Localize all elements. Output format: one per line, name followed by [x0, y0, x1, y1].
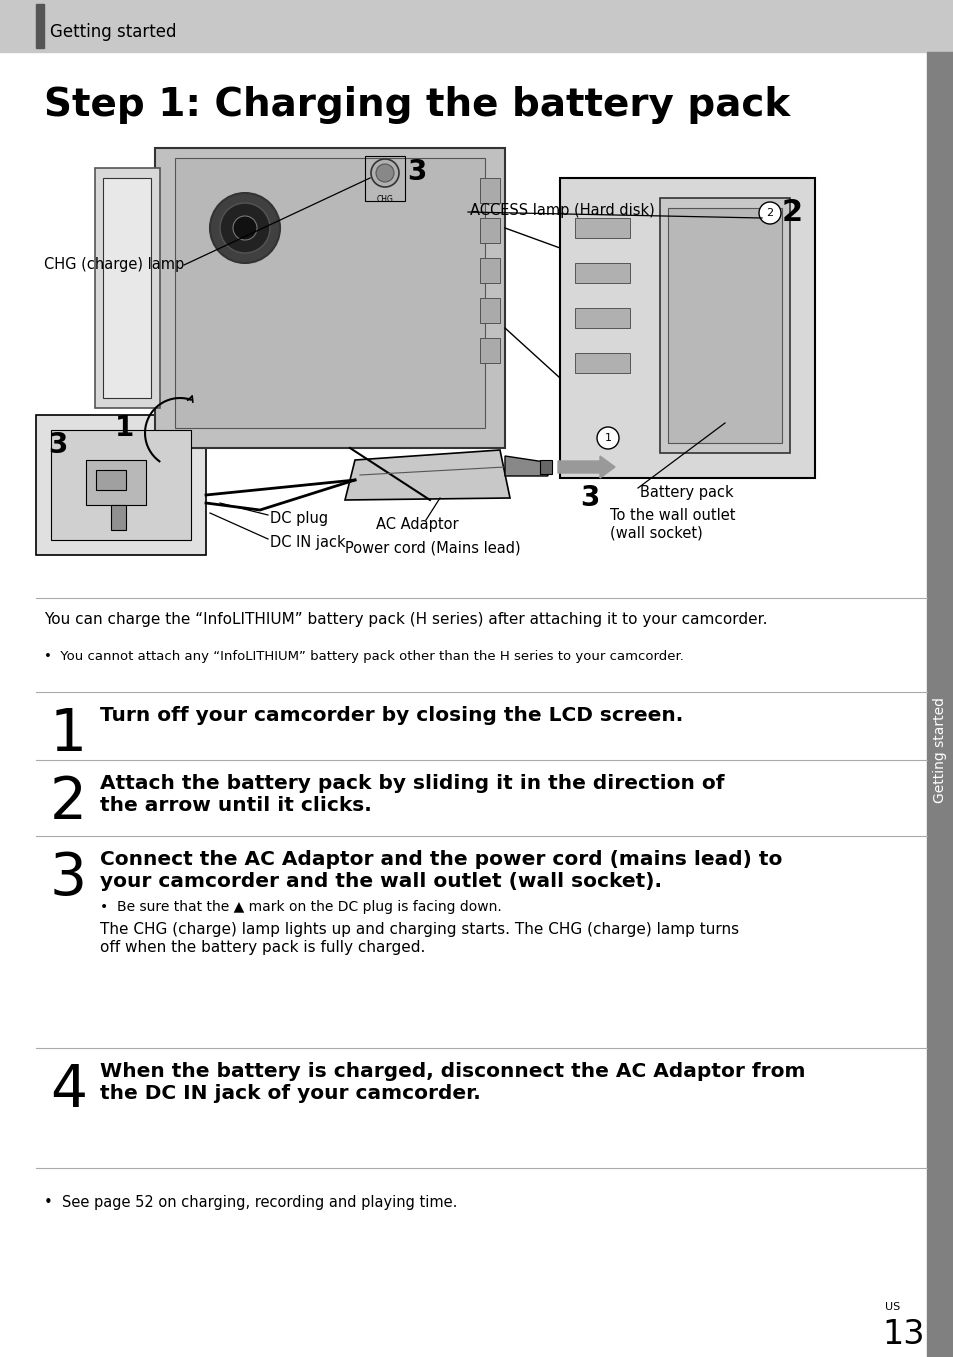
Bar [575, 263, 629, 284]
Text: ACCESS lamp (Hard disk): ACCESS lamp (Hard disk) [470, 202, 654, 217]
Bar [174, 157, 484, 427]
Text: •  See page 52 on charging, recording and playing time.: • See page 52 on charging, recording and… [44, 1196, 456, 1210]
Polygon shape [504, 456, 547, 476]
Text: 2: 2 [765, 208, 773, 218]
Text: •  You cannot attach any “InfoLITHIUM” battery pack other than the H series to y: • You cannot attach any “InfoLITHIUM” ba… [44, 650, 683, 664]
Text: The CHG (charge) lamp lights up and charging starts. The CHG (charge) lamp turns: The CHG (charge) lamp lights up and char… [100, 921, 739, 936]
Text: •  Be sure that the ▲ mark on the DC plug is facing down.: • Be sure that the ▲ mark on the DC plug… [100, 900, 501, 915]
Text: 3: 3 [49, 432, 68, 459]
Text: You can charge the “InfoLITHIUM” battery pack (H series) after attaching it to y: You can charge the “InfoLITHIUM” battery… [44, 612, 767, 627]
Bar [365, 156, 405, 201]
Text: 1: 1 [115, 414, 134, 442]
Text: Connect the AC Adaptor and the power cord (mains lead) to: Connect the AC Adaptor and the power cor… [100, 849, 781, 868]
Circle shape [597, 427, 618, 449]
Text: Battery pack: Battery pack [639, 484, 733, 499]
Bar [95, 168, 160, 408]
Text: 3: 3 [50, 849, 87, 906]
Bar [559, 178, 814, 478]
Text: US: US [884, 1301, 900, 1312]
Polygon shape [86, 460, 146, 505]
Text: (wall socket): (wall socket) [609, 525, 702, 540]
Text: DC plug: DC plug [270, 510, 328, 525]
Bar [575, 353, 629, 373]
Bar [479, 338, 499, 364]
Text: the DC IN jack of your camcorder.: the DC IN jack of your camcorder. [100, 1084, 480, 1103]
Circle shape [210, 193, 280, 263]
Circle shape [375, 164, 394, 182]
Text: your camcorder and the wall outlet (wall socket).: your camcorder and the wall outlet (wall… [100, 873, 661, 892]
Text: Step 1: Charging the battery pack: Step 1: Charging the battery pack [44, 85, 789, 123]
Text: To the wall outlet: To the wall outlet [609, 509, 735, 524]
Bar [36, 415, 206, 555]
Text: Getting started: Getting started [933, 697, 946, 803]
Text: When the battery is charged, disconnect the AC Adaptor from: When the battery is charged, disconnect … [100, 1063, 804, 1082]
Text: Turn off your camcorder by closing the LCD screen.: Turn off your camcorder by closing the L… [100, 706, 682, 725]
Circle shape [759, 202, 781, 224]
Text: Getting started: Getting started [50, 23, 176, 41]
Text: 1: 1 [50, 706, 87, 763]
Bar [479, 299, 499, 323]
Polygon shape [345, 451, 510, 499]
Text: CHG: CHG [376, 195, 393, 204]
Bar [154, 148, 504, 448]
Bar [479, 258, 499, 284]
Bar [51, 430, 191, 540]
Text: 3: 3 [407, 157, 426, 186]
Bar [36, 4, 44, 47]
Circle shape [233, 216, 256, 240]
Bar [0, 0, 953, 52]
Text: off when the battery pack is fully charged.: off when the battery pack is fully charg… [100, 940, 425, 955]
Text: 13: 13 [882, 1318, 923, 1352]
Bar [479, 178, 499, 204]
Text: the arrow until it clicks.: the arrow until it clicks. [100, 797, 372, 816]
Bar [575, 308, 629, 328]
Text: 2: 2 [50, 773, 87, 830]
Text: 3: 3 [579, 484, 599, 512]
Bar [539, 460, 552, 474]
FancyArrow shape [558, 456, 615, 478]
Text: Power cord (Mains lead): Power cord (Mains lead) [345, 540, 520, 555]
Bar [926, 52, 953, 1357]
Circle shape [371, 159, 398, 187]
Text: DC IN jack: DC IN jack [270, 535, 345, 550]
Circle shape [220, 204, 270, 252]
Bar [96, 470, 126, 490]
Bar [575, 218, 629, 237]
Text: Attach the battery pack by sliding it in the direction of: Attach the battery pack by sliding it in… [100, 773, 723, 792]
Text: 2: 2 [781, 198, 802, 227]
Text: 4: 4 [50, 1063, 87, 1120]
Text: CHG (charge) lamp: CHG (charge) lamp [44, 258, 184, 273]
Text: 1: 1 [604, 433, 611, 442]
Bar [479, 218, 499, 243]
Bar [659, 198, 789, 453]
Text: AC Adaptor: AC Adaptor [375, 517, 458, 532]
Bar [103, 178, 151, 398]
Bar [111, 505, 126, 531]
Bar [667, 208, 781, 442]
